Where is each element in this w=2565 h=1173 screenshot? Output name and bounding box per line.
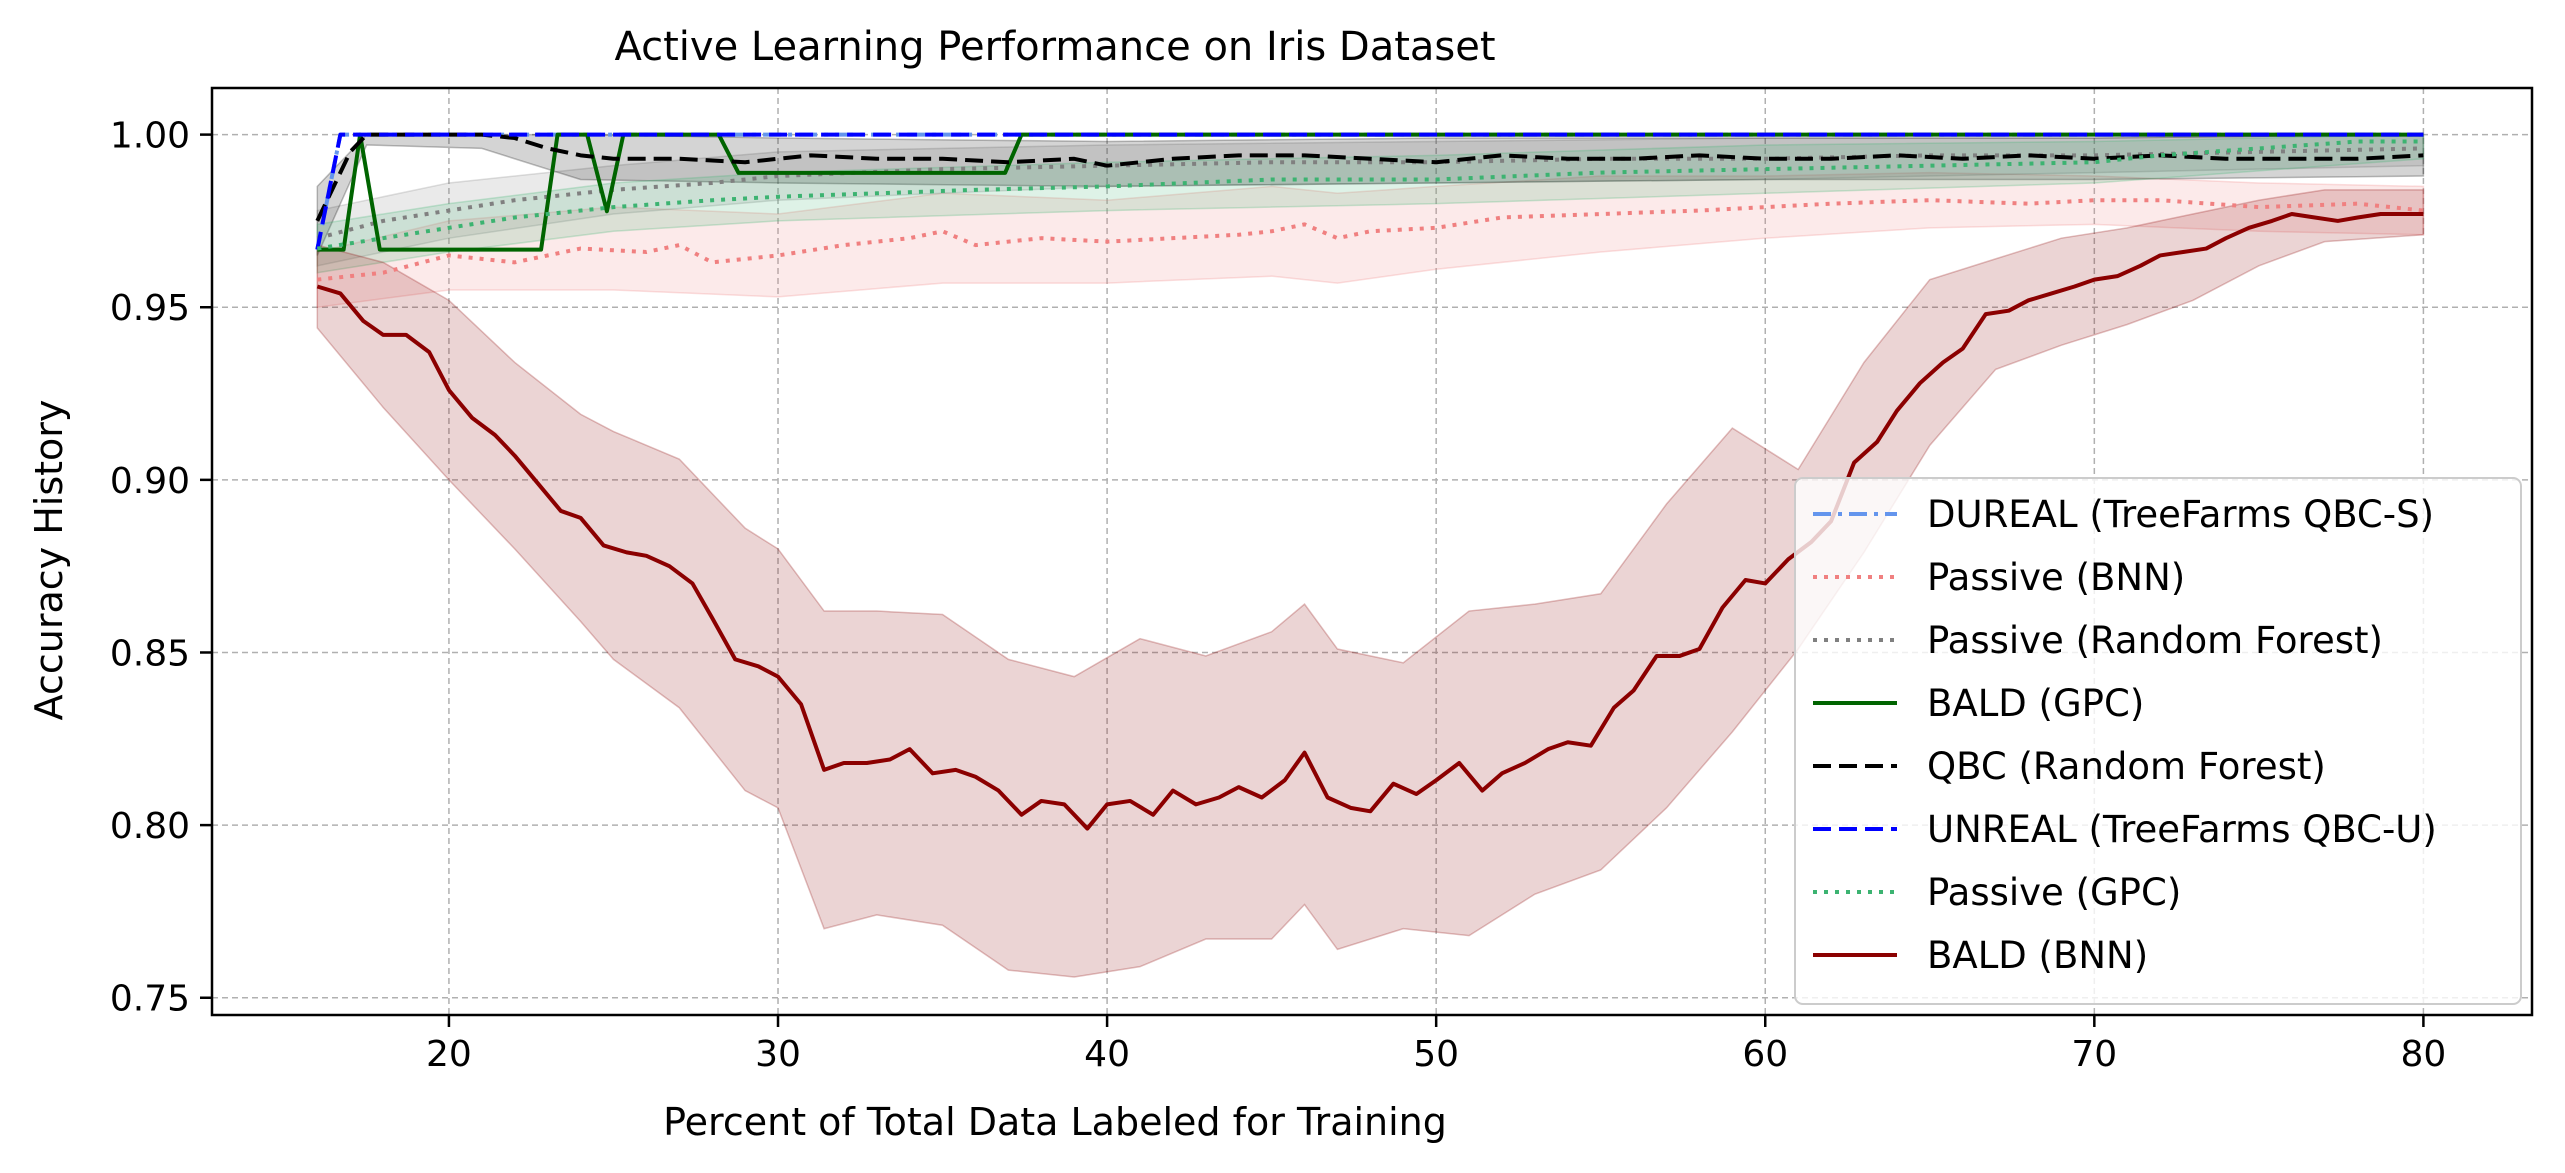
band-passive-random-forest xyxy=(316,133,2425,267)
chart-title: Active Learning Performance on Iris Data… xyxy=(614,24,1495,70)
y-tick-label: 0.85 xyxy=(110,633,190,674)
x-axis-label: Percent of Total Data Labeled for Traini… xyxy=(663,1100,1447,1144)
y-tick-label: 0.75 xyxy=(110,979,190,1020)
y-tick-label: 1.00 xyxy=(110,116,190,157)
x-tick-label: 50 xyxy=(1413,1034,1459,1075)
y-tick-label: 0.95 xyxy=(110,288,190,329)
legend-label-bald-bnn: BALD (BNN) xyxy=(1927,934,2148,977)
legend-box xyxy=(1794,477,2522,1005)
x-tick-label: 60 xyxy=(1742,1034,1788,1075)
series-line-bald-bnn xyxy=(316,212,2424,831)
x-tick-label: 40 xyxy=(1084,1034,1130,1075)
legend: DUREAL (TreeFarms QBC-S) Passive (BNN) Pas… xyxy=(1794,477,2522,1005)
legend-label-qbc-random-forest: QBC (Random Forest) xyxy=(1927,745,2326,788)
band-bald-bnn xyxy=(316,189,2425,978)
legend-label-dureal-treefarms-qbc-s: DUREAL (TreeFarms QBC-S) xyxy=(1927,493,2434,536)
legend-label-passive-random-forest: Passive (Random Forest) xyxy=(1927,619,2383,662)
x-tick-label: 30 xyxy=(755,1034,801,1075)
x-tick-label: 70 xyxy=(2071,1034,2117,1075)
legend-label-passive-bnn: Passive (BNN) xyxy=(1927,556,2185,599)
band-passive-bnn xyxy=(316,171,2425,309)
y-tick-label: 0.90 xyxy=(110,461,190,502)
legend-label-passive-gpc: Passive (GPC) xyxy=(1927,871,2181,914)
legend-label-unreal-treefarms-qbc-u: UNREAL (TreeFarms QBC-U) xyxy=(1927,808,2437,851)
series-line-qbc-random-forest xyxy=(315,132,2424,222)
series-line-bald-gpc xyxy=(317,132,2424,252)
legend-label-bald-gpc: BALD (GPC) xyxy=(1927,682,2144,725)
y-tick-label: 0.80 xyxy=(110,806,190,847)
series-line-unreal-treefarms-qbc-u xyxy=(315,132,2424,250)
x-tick-label: 80 xyxy=(2400,1034,2446,1075)
y-axis-label: Accuracy History xyxy=(27,400,71,721)
x-tick-label: 20 xyxy=(426,1034,472,1075)
plot-frame xyxy=(210,86,2534,1017)
